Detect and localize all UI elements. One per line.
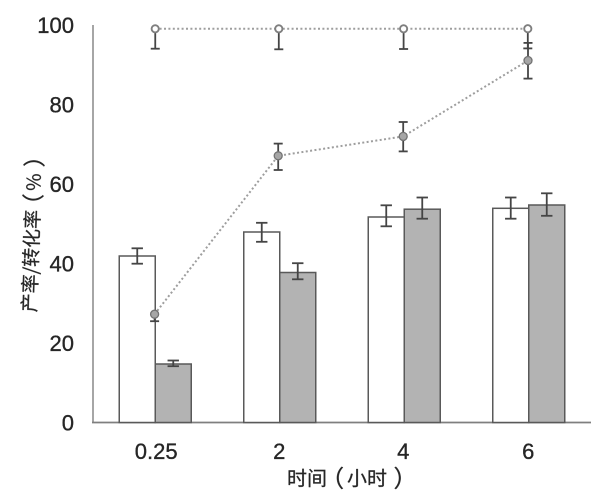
svg-text:40: 40	[50, 252, 74, 277]
svg-text:0: 0	[62, 411, 74, 436]
svg-text:0.25: 0.25	[135, 439, 178, 464]
svg-text:4: 4	[397, 439, 409, 464]
svg-text:60: 60	[50, 172, 74, 197]
svg-text:6: 6	[522, 439, 534, 464]
svg-text:20: 20	[50, 331, 74, 356]
svg-text:2: 2	[273, 439, 285, 464]
svg-text:80: 80	[50, 93, 74, 118]
svg-text:100: 100	[37, 13, 74, 38]
